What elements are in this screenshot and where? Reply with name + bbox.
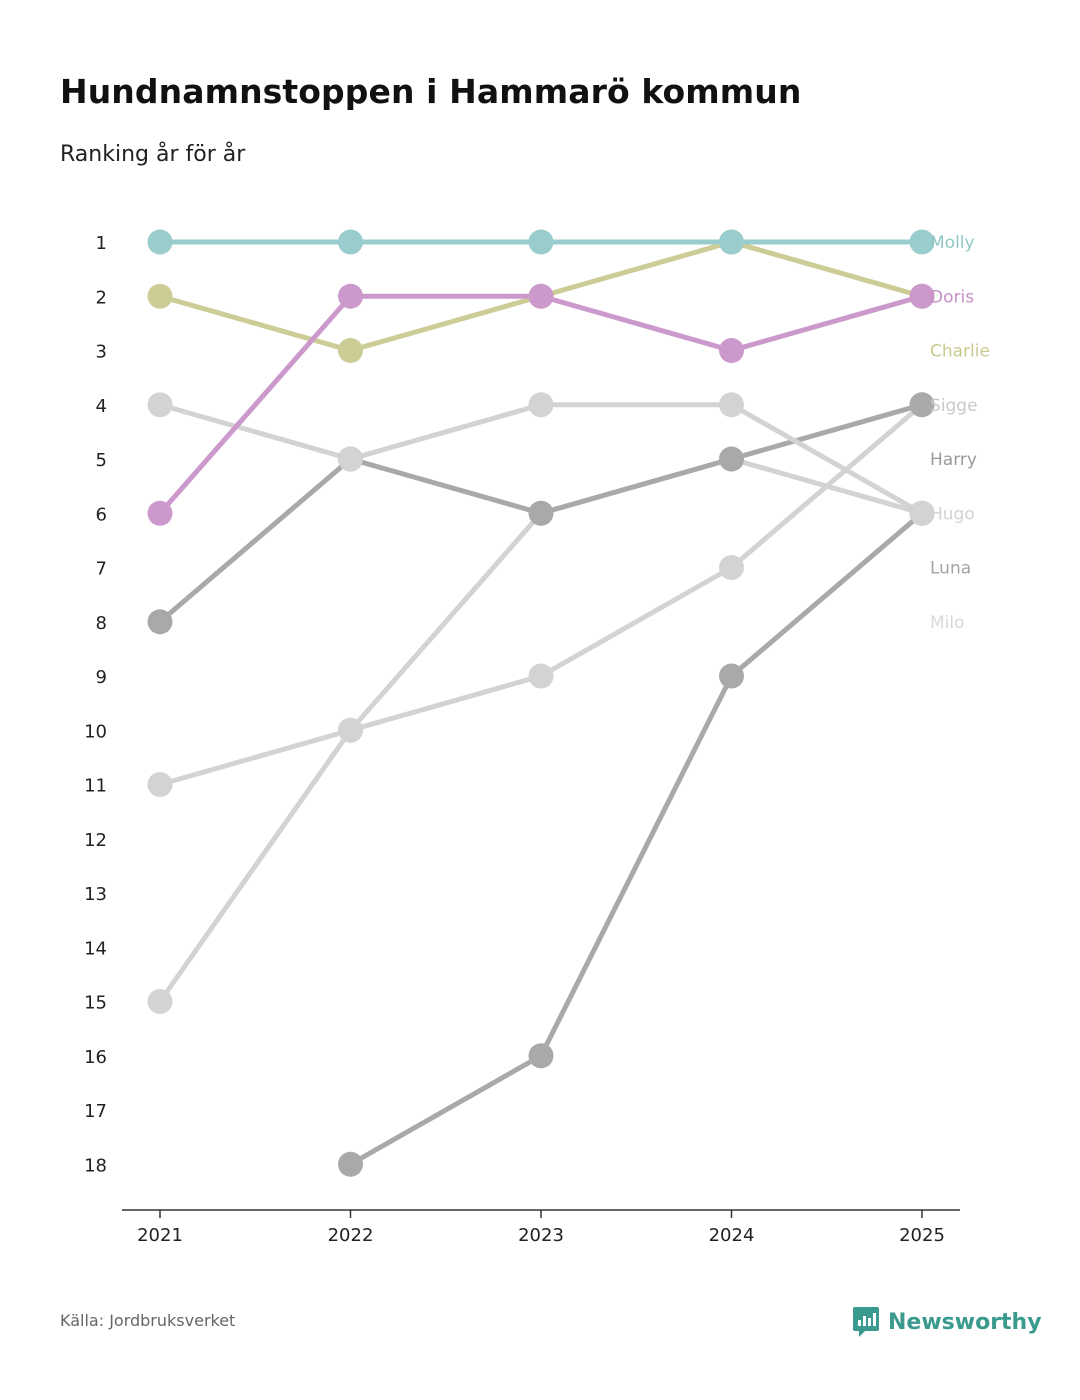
data-point-luna xyxy=(338,1151,363,1177)
series-label-sigge: Sigge xyxy=(930,396,978,416)
x-tick-label: 2024 xyxy=(709,1225,755,1246)
data-point-sigge xyxy=(147,392,173,418)
data-point-doris xyxy=(909,283,935,309)
series-line-luna xyxy=(348,510,925,1167)
series-label-hugo: Hugo xyxy=(930,504,975,524)
y-tick-label: 6 xyxy=(96,504,107,525)
data-point-molly xyxy=(909,229,935,255)
y-tick-label: 3 xyxy=(96,342,107,363)
data-point-sigge xyxy=(528,392,554,418)
y-tick-label: 4 xyxy=(96,396,107,417)
series-label-doris: Doris xyxy=(930,287,974,307)
data-point-molly xyxy=(147,229,173,255)
chart-subtitle: Ranking år för år xyxy=(60,142,246,167)
series-points xyxy=(147,229,935,1177)
data-point-harry xyxy=(528,500,554,526)
x-axis-ticks: 2021 2022 2023 2024 2025 xyxy=(137,1210,945,1246)
brand-name: Newsworthy xyxy=(888,1309,1042,1335)
y-tick-label: 1 xyxy=(96,233,107,254)
series-line-sigge xyxy=(157,402,925,516)
data-point-harry xyxy=(719,446,744,472)
y-tick-label: 12 xyxy=(84,830,107,851)
y-tick-label: 7 xyxy=(96,559,107,580)
data-point-hugo xyxy=(719,555,744,580)
data-point-hugo xyxy=(528,663,554,689)
y-tick-label: 11 xyxy=(84,776,107,797)
y-tick-label: 17 xyxy=(84,1101,107,1122)
data-point-sigge xyxy=(338,446,363,472)
series-label-luna: Luna xyxy=(930,559,971,579)
data-point-luna xyxy=(528,1043,554,1069)
y-tick-label: 2 xyxy=(96,287,107,308)
data-point-sigge xyxy=(719,392,744,418)
x-tick-label: 2021 xyxy=(137,1225,183,1246)
data-point-molly xyxy=(338,229,363,255)
y-tick-label: 10 xyxy=(84,721,107,742)
data-point-charlie xyxy=(338,338,363,363)
series-line-hugo xyxy=(157,402,925,787)
series-lines xyxy=(157,239,925,1167)
series-label-charlie: Charlie xyxy=(930,342,990,362)
y-tick-label: 18 xyxy=(84,1155,107,1176)
chart-title: Hundnamnstoppen i Hammarö kommun xyxy=(60,72,802,111)
series-line-milo xyxy=(157,456,925,1004)
y-tick-label: 16 xyxy=(84,1047,107,1068)
y-tick-label: 9 xyxy=(96,667,107,688)
data-point-molly xyxy=(719,229,744,255)
data-point-charlie xyxy=(147,283,173,309)
data-point-doris xyxy=(719,338,744,363)
data-point-luna xyxy=(719,663,744,689)
x-tick-label: 2025 xyxy=(899,1225,945,1246)
data-point-doris xyxy=(528,283,554,309)
y-tick-label: 5 xyxy=(96,450,107,471)
x-tick-label: 2023 xyxy=(518,1225,564,1246)
data-point-sigge xyxy=(909,500,935,526)
data-point-hugo xyxy=(338,717,363,743)
y-tick-label: 8 xyxy=(96,613,107,634)
data-point-harry xyxy=(909,392,935,418)
source-note: Källa: Jordbruksverket xyxy=(60,1311,236,1330)
data-point-hugo xyxy=(147,772,173,797)
data-point-milo xyxy=(147,989,173,1014)
data-point-doris xyxy=(338,283,363,309)
y-tick-label: 14 xyxy=(84,938,107,959)
y-tick-label: 13 xyxy=(84,884,107,905)
data-point-doris xyxy=(147,500,173,526)
series-label-molly: Molly xyxy=(930,233,975,253)
newsworthy-logo-icon xyxy=(853,1307,879,1337)
x-tick-label: 2022 xyxy=(328,1225,374,1246)
data-point-harry xyxy=(147,609,173,635)
brand-logo: Newsworthy xyxy=(852,1305,1042,1339)
series-label-milo: Milo xyxy=(930,613,965,633)
series-label-harry: Harry xyxy=(930,450,977,470)
y-tick-label: 15 xyxy=(84,993,107,1014)
series-end-labels: Molly Doris Charlie Sigge Harry Hugo Luna Milo xyxy=(930,233,990,633)
data-point-molly xyxy=(528,229,554,255)
